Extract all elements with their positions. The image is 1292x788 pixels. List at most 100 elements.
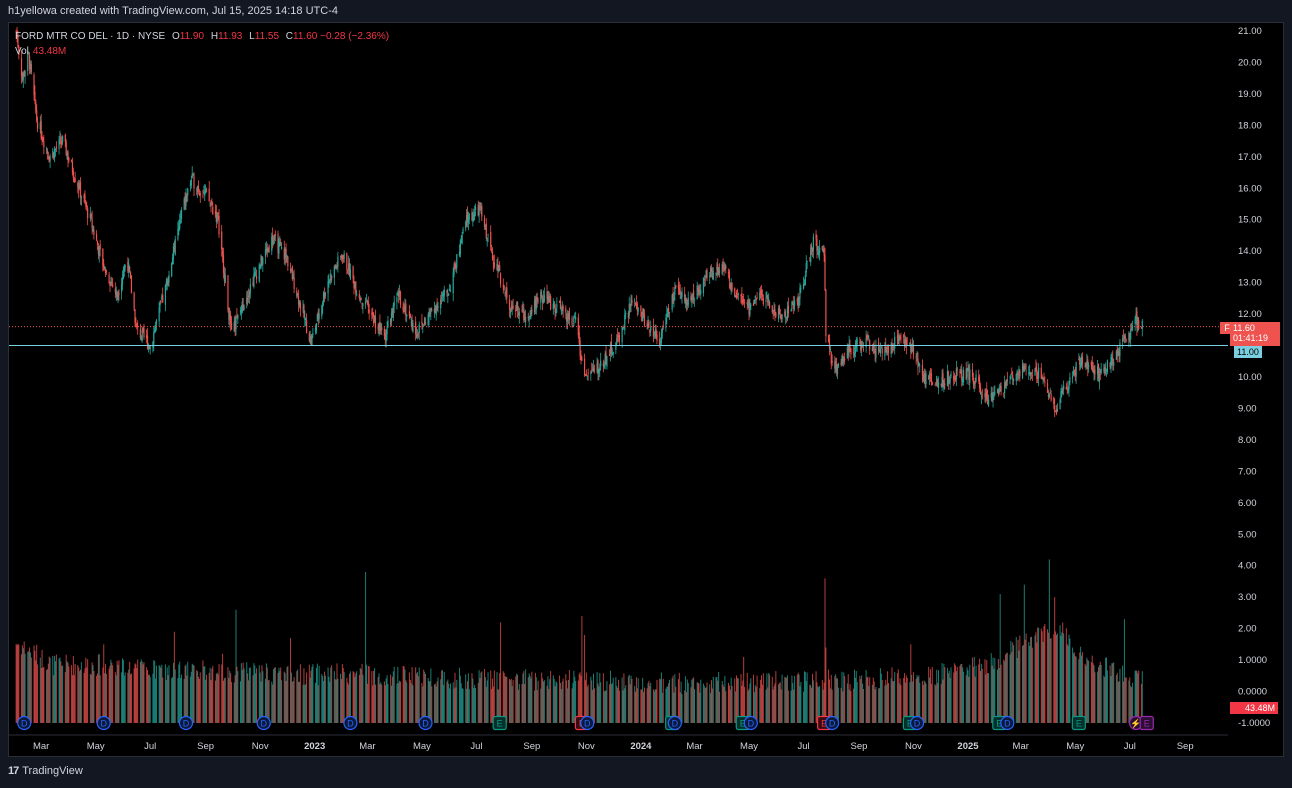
candle-body [529,316,531,318]
candle-body [1078,358,1080,361]
candle-body [1053,397,1055,405]
symbol-label[interactable]: FORD MTR CO DEL · 1D · NYSE [15,31,166,42]
volume-bar [991,665,993,723]
candle-body [17,35,19,48]
candle-body [341,255,343,260]
candle-body [597,360,599,373]
candle-body [303,305,305,318]
candle-body [579,340,581,356]
candle-body [312,333,314,336]
volume-bar [1081,655,1083,723]
candle-body [831,360,833,363]
volume-bar [248,680,250,723]
volume-bar [459,675,461,723]
volume-bar [1060,635,1062,723]
candle-body [943,383,945,389]
volume-bar [1066,644,1068,723]
candle-body [374,316,377,328]
candle-body [334,267,336,269]
candle-body [147,344,150,350]
volume-bar [540,688,542,723]
volume-bar [837,678,839,723]
volume-bar [1023,584,1025,723]
candle-body [1044,382,1046,384]
volume-bar [1011,652,1013,723]
candle-body [728,272,730,281]
volume-bar [321,674,323,723]
volume-bar [129,661,131,723]
volume-bar [485,686,487,723]
volume-bar [668,679,670,723]
volume-bar [89,673,91,723]
candle-body [105,270,108,273]
volume-bar [255,673,257,723]
volume-bar [800,682,802,723]
volume-bar [446,681,448,723]
volume-bar [54,655,56,723]
volume-bar [1141,671,1143,723]
candle-body [780,314,782,317]
candle-body [180,215,182,217]
candle-body [991,392,993,401]
candle-body [104,266,106,269]
volume-bar [850,691,852,723]
candle-body [271,236,273,252]
volume-bar [437,677,439,723]
volume-bar [184,665,186,723]
candle-body [900,336,902,338]
candle-body [121,283,123,293]
candle-body [1109,362,1111,367]
candle-body [686,302,688,304]
volume-bar [1074,656,1076,723]
volume-bar [541,672,543,723]
candle-body [592,369,594,371]
candle-body [736,295,739,297]
candle-body [129,271,132,279]
candle-body [161,295,163,300]
volume-bar [248,667,250,723]
candle-body [1100,368,1102,374]
volume-bar [378,673,380,723]
volume-bar [418,667,420,723]
candle-body [768,301,771,308]
candle-body [208,188,210,202]
volume-bar [641,689,643,723]
volume-bar [872,677,874,723]
volume-bar [71,675,73,723]
volume-bar [793,689,795,723]
volume-bar [775,671,777,723]
volume-bar [1018,650,1020,723]
candle-body [558,301,561,303]
candle-body [909,342,911,345]
volume-bar [105,664,107,723]
volume-bar [727,682,729,723]
volume-bar [283,671,285,723]
volume-bar [574,676,576,723]
volume-label[interactable]: Vol [15,46,29,57]
volume-bar [496,672,498,723]
candle-body [28,55,31,69]
volume-bar [573,670,575,723]
candle-body [648,321,650,328]
candle-body [693,299,696,301]
volume-bar [856,682,858,723]
volume-bar [348,684,350,723]
candle-body [393,301,395,307]
volume-bar [631,678,633,723]
volume-bar [490,670,492,723]
volume-value: 43.48M [32,46,67,57]
volume-bar [242,662,244,723]
candle-body [96,240,99,246]
volume-bar [710,693,712,723]
volume-bar [753,674,755,723]
volume-bar [28,651,30,723]
volume-bar [342,668,344,723]
candle-body [383,329,385,337]
chart-frame[interactable] [8,22,1284,757]
candle-body [647,323,649,328]
candle-body [1115,350,1117,360]
volume-bar [462,688,464,723]
candle-body [130,275,133,294]
candle-body [297,296,300,305]
